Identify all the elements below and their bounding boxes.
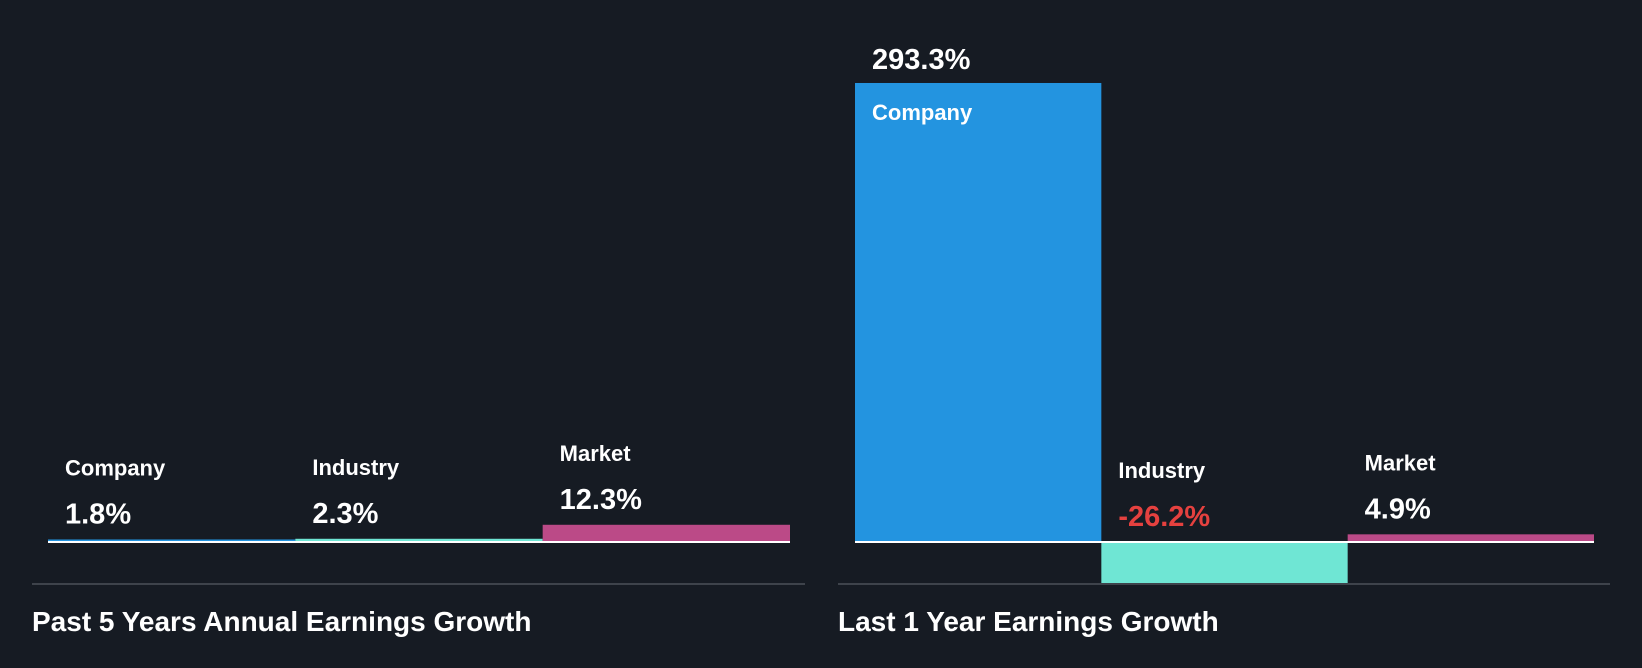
chart-last-1-year: 293.3% Company -26.2% Industry 4.9% Market La…: [821, 0, 1642, 668]
divider: [838, 583, 1610, 585]
value-label-industry: 2.3%: [312, 498, 378, 530]
baseline: [855, 541, 1594, 543]
category-label-company: Company: [872, 100, 973, 125]
bar-industry: [295, 538, 543, 542]
category-label-market: Market: [1365, 450, 1437, 475]
bar-chart-last-1-year: 293.3% Company -26.2% Industry 4.9% Market: [855, 44, 1594, 584]
category-label-industry: Industry: [312, 455, 400, 480]
category-label-market: Market: [560, 441, 632, 466]
bar-chart-past-5-years: 1.8% Company 2.3% Industry 12.3% Market: [48, 441, 790, 543]
value-label-market: 4.9%: [1365, 493, 1431, 525]
baseline: [48, 541, 790, 543]
bar-industry: [1101, 542, 1348, 584]
chart-title: Last 1 Year Earnings Growth: [838, 606, 1219, 637]
category-label-company: Company: [65, 455, 166, 480]
chart-title: Past 5 Years Annual Earnings Growth: [32, 606, 532, 637]
value-label-market: 12.3%: [560, 484, 642, 516]
bar-company: [855, 82, 1102, 542]
category-label-industry: Industry: [1118, 458, 1206, 483]
chart-past-5-years: 1.8% Company 2.3% Industry 12.3% Market Past …: [32, 441, 805, 637]
value-label-industry: -26.2%: [1118, 501, 1210, 533]
value-label-company: 1.8%: [65, 498, 131, 530]
bar-market: [1347, 534, 1594, 542]
bar-company: [48, 539, 296, 542]
divider: [32, 583, 805, 585]
bar-market: [542, 524, 790, 542]
value-label-company: 293.3%: [872, 44, 971, 76]
